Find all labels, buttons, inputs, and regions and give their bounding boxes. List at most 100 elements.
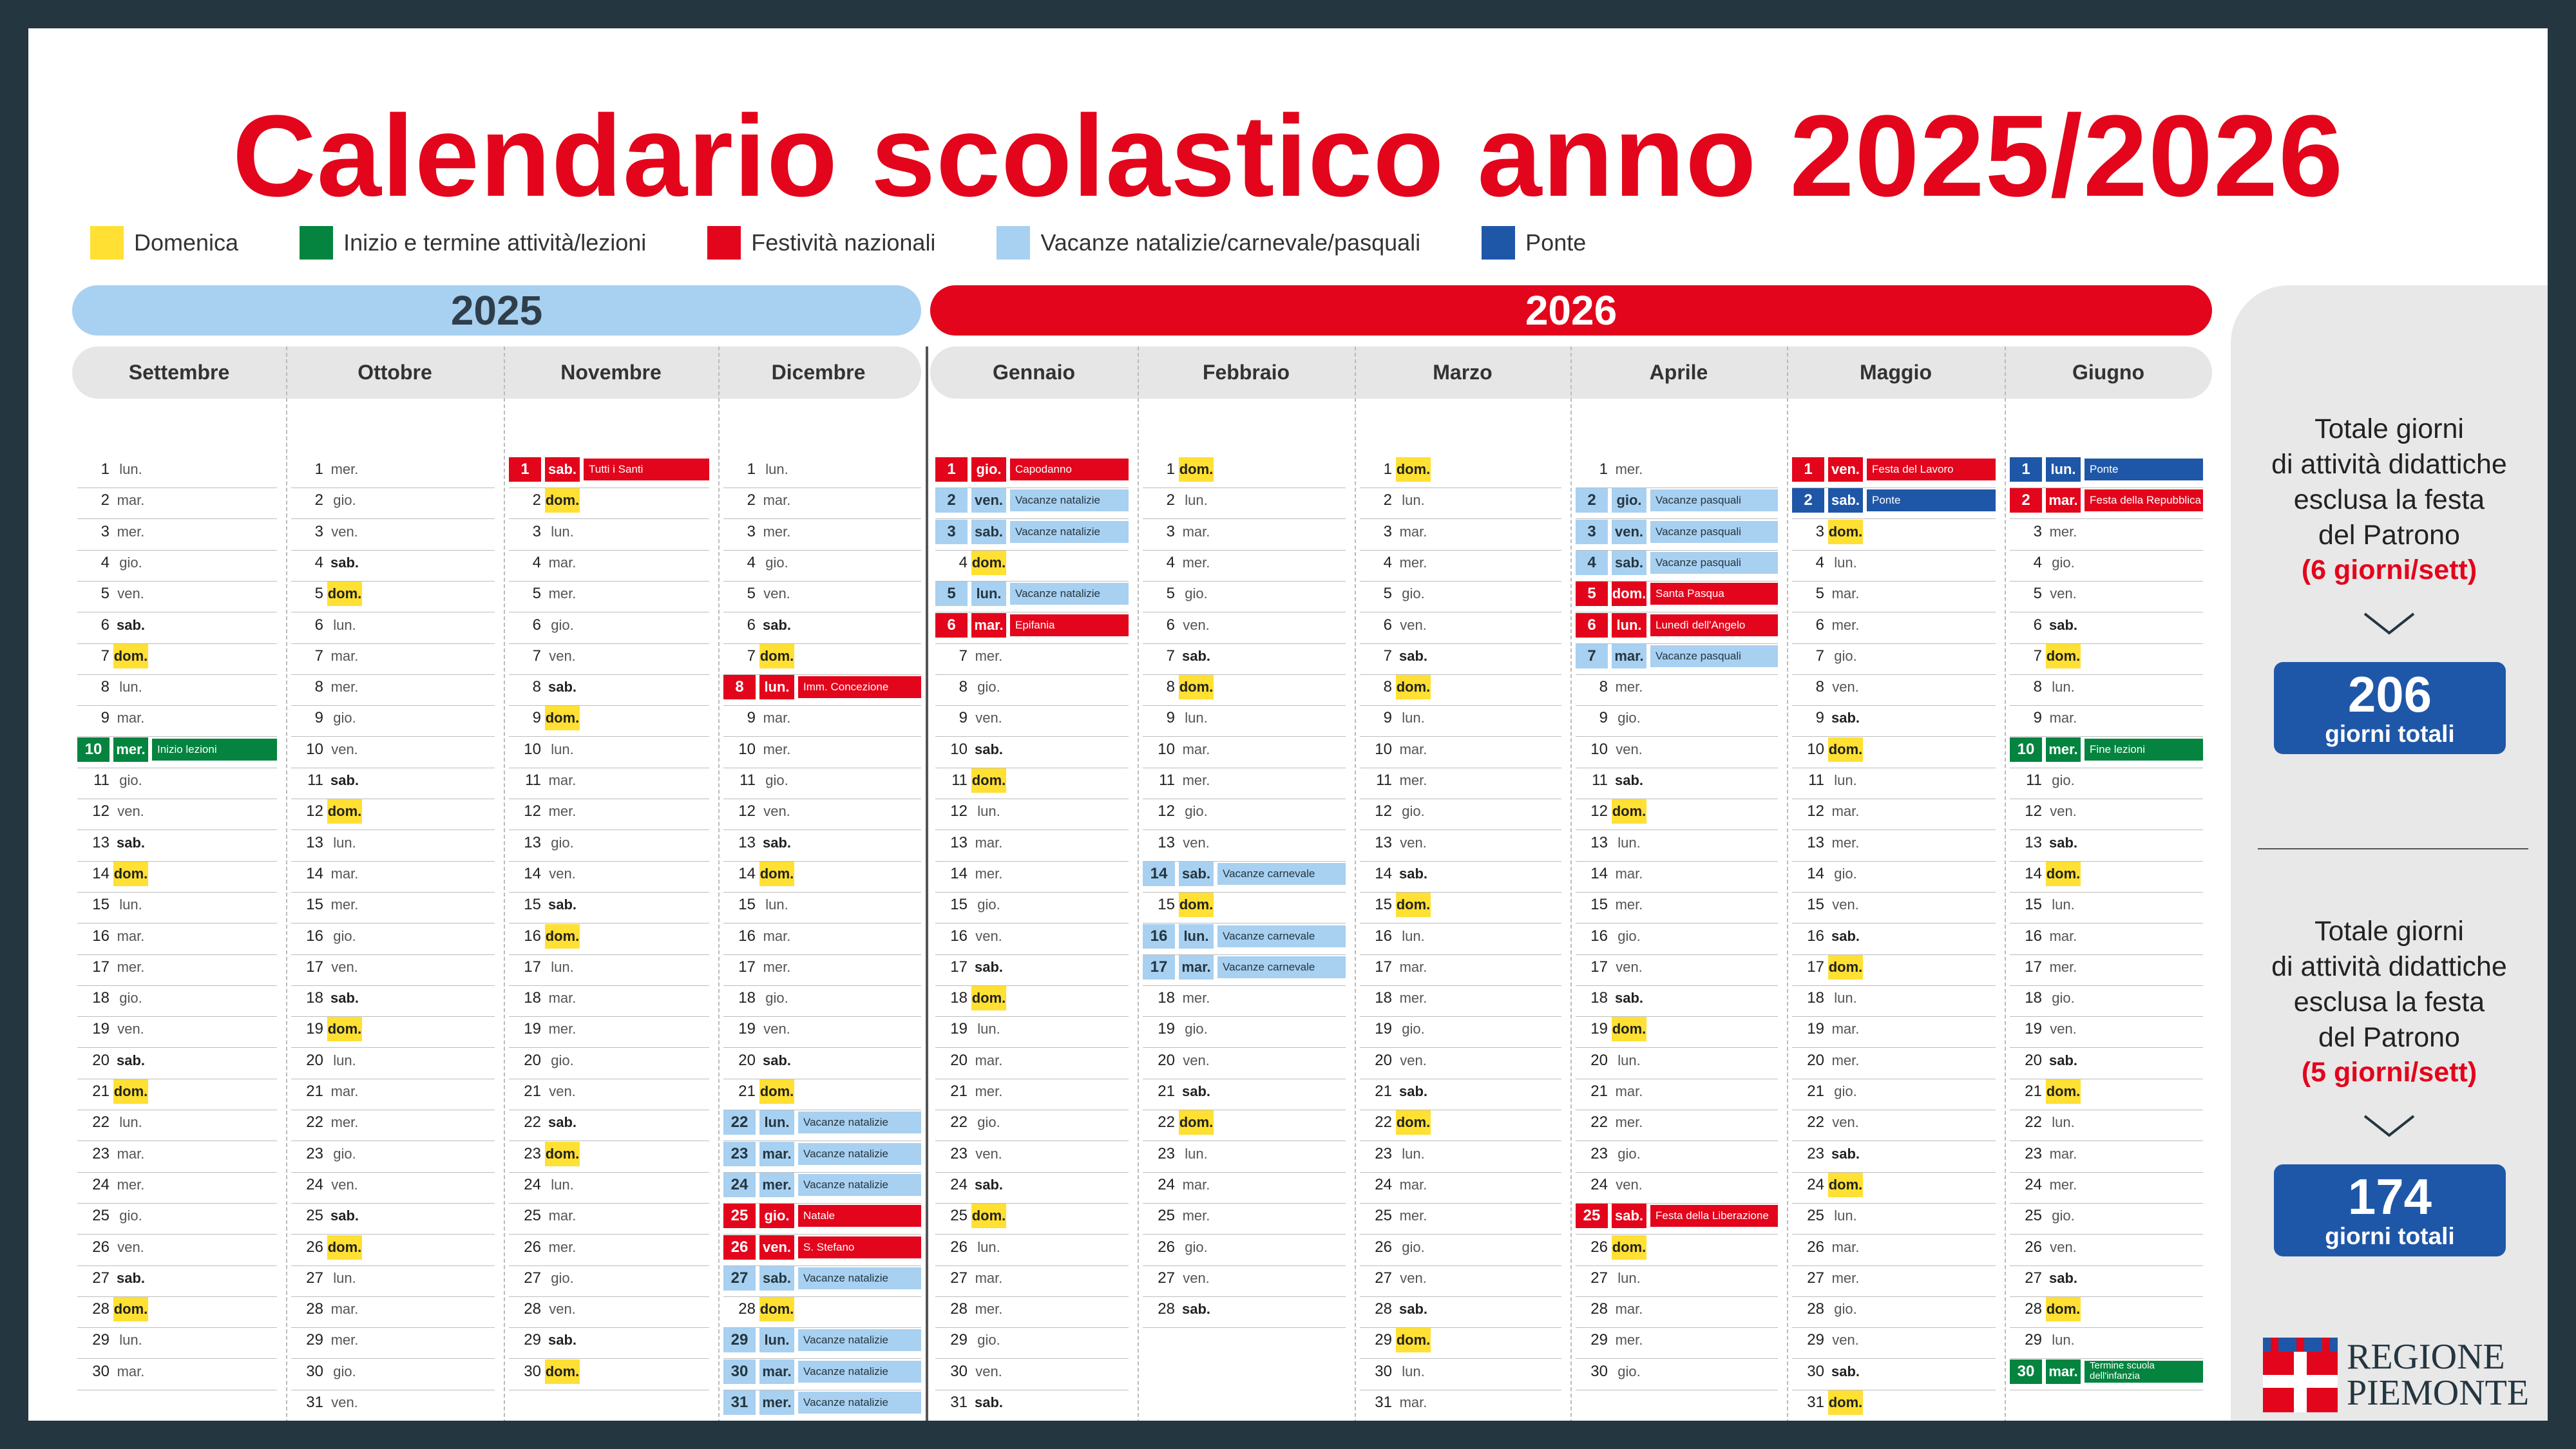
day-weekday: mar.	[1831, 1021, 1860, 1037]
day-row: 22 gio.	[935, 1110, 1129, 1142]
day-row: 30 sab.	[1792, 1359, 1996, 1390]
day-weekday: mar.	[1399, 1394, 1427, 1410]
day-row: 12 dom.	[291, 799, 495, 831]
row-underline	[2010, 580, 2203, 582]
day-row: 4 gio.	[723, 551, 921, 582]
day-number: 17	[92, 958, 110, 976]
row-underline	[77, 1358, 277, 1359]
day-number: 5	[1383, 585, 1392, 603]
day-row: 27 ven.	[1143, 1266, 1346, 1297]
day-row: 14 dom.	[2010, 861, 2203, 893]
row-underline	[77, 549, 277, 551]
row-underline	[723, 954, 921, 955]
day-row: 13 sab.	[2010, 831, 2203, 862]
day-row: 28 ven.	[509, 1297, 709, 1329]
row-underline	[1792, 1047, 1996, 1048]
legend-item-national-holidays: Festività nazionali	[707, 226, 935, 260]
row-underline	[723, 985, 921, 986]
row-underline	[1792, 1358, 1996, 1359]
day-row: 10 mer.	[723, 737, 921, 768]
day-row: 16 lun.	[1360, 924, 1561, 955]
day-row: 3 mar.	[1360, 520, 1561, 551]
day-row: 23 gio.	[291, 1142, 495, 1173]
day-weekday: lun.	[551, 523, 574, 540]
legend-item-sunday: Domenica	[90, 226, 238, 260]
day-number: 11	[1808, 772, 1824, 789]
day-weekday: mer.	[763, 741, 791, 757]
day-weekday: mer.	[330, 1332, 359, 1349]
day-weekday: ven.	[971, 488, 1006, 513]
day-row: 21 dom.	[2010, 1079, 2203, 1110]
day-number: 28	[1590, 1300, 1608, 1318]
day-number: 29	[723, 1328, 756, 1353]
day-row: 7 sab.	[1143, 644, 1346, 675]
day-weekday: ven.	[331, 1176, 358, 1193]
day-number: 13	[1807, 833, 1824, 851]
legend-label: Domenica	[134, 229, 239, 256]
day-weekday: dom.	[759, 1079, 794, 1104]
row-underline	[723, 1265, 921, 1266]
day-row: 30 gio.	[291, 1359, 495, 1390]
day-weekday: gio.	[1402, 585, 1425, 602]
day-weekday: lun.	[551, 1176, 574, 1193]
day-weekday: gio.	[333, 1363, 356, 1379]
day-weekday: ven.	[331, 523, 358, 540]
row-underline	[2010, 1327, 2203, 1329]
day-row: 3 mer.	[723, 520, 921, 551]
row-underline	[77, 1265, 277, 1266]
day-weekday: lun.	[1402, 927, 1425, 944]
day-number: 3	[1166, 522, 1175, 540]
row-underline	[291, 674, 495, 675]
day-row: 21 dom.	[723, 1079, 921, 1110]
day-row: 2 mar. Festa della Repubblica	[2010, 488, 2203, 520]
day-row: 26 mer.	[509, 1235, 709, 1266]
day-number: 15	[2025, 896, 2042, 914]
day-number: 27	[1375, 1269, 1392, 1287]
day-row: 4 dom.	[935, 550, 1129, 582]
day-number: 2	[1166, 491, 1175, 509]
day-row: 5 mer.	[509, 582, 709, 613]
day-weekday: lun.	[1612, 612, 1646, 638]
day-number: 8	[2033, 678, 2042, 696]
day-number: 6	[532, 616, 541, 634]
row-underline	[2010, 549, 2203, 551]
day-row: 9 lun.	[1360, 706, 1561, 737]
day-weekday: lun.	[2046, 457, 2081, 482]
day-row: 14 mar.	[291, 862, 495, 893]
totals-panel: Totale giorni di attività didattiche esc…	[2231, 285, 2548, 1421]
day-weekday: lun.	[1834, 990, 1857, 1007]
day-number: 10	[1158, 740, 1175, 758]
row-underline	[1576, 1202, 1778, 1204]
day-weekday: mer.	[330, 461, 359, 477]
totals-divider	[2258, 848, 2528, 849]
day-number: 25	[1576, 1204, 1608, 1229]
day-row: 18 gio.	[77, 986, 277, 1018]
day-row: 16 dom.	[509, 923, 709, 955]
row-underline	[1576, 1047, 1778, 1048]
day-number: 4	[1383, 553, 1392, 571]
day-weekday: ven.	[763, 585, 790, 602]
day-note: Vacanze pasquali	[1650, 551, 1778, 574]
day-weekday: ven.	[1183, 1269, 1210, 1286]
day-weekday: mer.	[763, 523, 791, 540]
day-number: 9	[1383, 709, 1392, 727]
day-row: 6 sab.	[77, 613, 277, 644]
legend-item-bridge: Ponte	[1482, 226, 1586, 260]
month-header-aprile: Aprile	[1649, 361, 1708, 384]
day-weekday: mer.	[1831, 1052, 1860, 1068]
day-number: 29	[1590, 1331, 1608, 1349]
day-number: 2	[1792, 488, 1824, 513]
day-number: 28	[306, 1300, 323, 1318]
day-number: 20	[738, 1051, 756, 1069]
day-number: 29	[950, 1331, 968, 1349]
day-row: 4 mer.	[1143, 551, 1346, 582]
day-note: Ponte	[1867, 489, 1996, 512]
row-underline	[291, 1016, 495, 1018]
row-underline	[1360, 954, 1561, 955]
day-row: 11 sab.	[291, 768, 495, 799]
day-number: 8	[1815, 678, 1824, 696]
row-underline	[77, 954, 277, 955]
legend-swatch-national-holidays	[707, 226, 741, 260]
day-row: 9 gio.	[291, 706, 495, 737]
row-underline	[509, 860, 709, 862]
